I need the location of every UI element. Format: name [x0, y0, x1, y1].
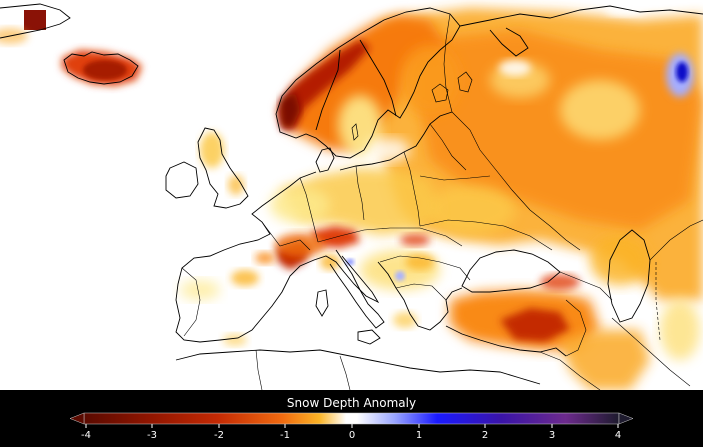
carpathian-red — [400, 234, 430, 246]
uk-orange — [228, 175, 244, 195]
border-kazakhstan — [649, 219, 703, 261]
iberia-orange-1 — [231, 270, 259, 286]
greenland-corner — [24, 10, 46, 30]
iceland-coast — [63, 51, 139, 85]
ireland-coast — [165, 161, 199, 199]
tick-label-neg3: -3 — [147, 430, 157, 441]
colorbar-right-arrow — [618, 412, 634, 425]
tick-label-neg4: -4 — [81, 430, 91, 441]
tick-label-4: 4 — [614, 430, 622, 441]
border-belarus — [419, 175, 491, 181]
greece-yellow — [393, 312, 417, 328]
mideast-anomaly — [560, 330, 650, 390]
iberia-south — [223, 334, 247, 346]
iberia-yellow — [180, 280, 220, 300]
scandinavia-coast — [275, 7, 461, 159]
finland-orange — [400, 45, 460, 115]
baltic-coast — [339, 111, 453, 171]
sweden-finland-border — [359, 39, 397, 117]
border-ukraine — [419, 219, 553, 251]
border-north-africa — [255, 349, 263, 390]
map-svg — [0, 3, 703, 390]
border-russia-west — [451, 111, 581, 251]
uk-yellow — [200, 132, 224, 168]
france-lowland-yellow — [270, 187, 330, 223]
tick-label-0: 0 — [348, 430, 356, 441]
border-spain-france — [261, 221, 311, 251]
border-balkans-2 — [395, 283, 447, 301]
colorbar-ticks — [85, 424, 619, 428]
scandinavia-anomaly — [280, 15, 445, 150]
baltic-white — [370, 138, 410, 162]
urals-blue-core — [676, 62, 688, 82]
lake-vattern — [351, 123, 359, 141]
north-africa-coast — [175, 349, 541, 385]
denmark-coast — [315, 147, 335, 173]
norway-darkest — [280, 92, 300, 128]
tick-label-neg2: -2 — [214, 430, 224, 441]
border-iran — [611, 317, 691, 387]
sweden-yellow — [338, 95, 382, 155]
balkans-blue — [395, 271, 405, 281]
arctic-coast — [459, 5, 703, 27]
black-sea-coast — [461, 249, 561, 293]
greenland-coast — [0, 3, 71, 39]
tick-label-neg1: -1 — [280, 430, 290, 441]
caucasus-red — [540, 274, 580, 290]
border-germany-poland — [355, 165, 365, 221]
legend-bar: Snow Depth Anomaly — [0, 390, 703, 447]
pyrenees-orange — [275, 233, 325, 257]
border-finland-russia — [443, 13, 453, 113]
caspian-orange — [590, 235, 650, 285]
norway-dark-red — [278, 40, 370, 130]
tick-label-1: 1 — [415, 430, 423, 441]
sardinia-coast — [315, 289, 329, 317]
sicily-coast — [357, 329, 381, 345]
italy-coast — [329, 249, 385, 329]
border-baltic-states — [429, 123, 467, 171]
iberia-orange-2 — [255, 252, 275, 264]
border-central — [317, 227, 463, 247]
balkans-coast — [377, 261, 463, 331]
map-panel — [0, 3, 703, 390]
legend-title: Snow Depth Anomaly — [286, 396, 417, 410]
country-borders — [181, 13, 703, 390]
border-spain-portugal — [181, 267, 201, 337]
lake-onega — [457, 71, 473, 93]
russia-white-patch — [499, 60, 531, 76]
anomaly-field — [0, 4, 703, 390]
italy-orange — [320, 254, 340, 270]
border-poland-east — [403, 151, 421, 227]
russia-yellow-patch — [560, 80, 640, 140]
ukraine-yellow — [425, 185, 515, 235]
colorbar-left-arrow — [69, 412, 85, 425]
white-sea — [489, 27, 529, 57]
turkey-south-coast — [445, 325, 567, 357]
iran-yellow — [660, 300, 700, 360]
lakes — [351, 71, 473, 141]
border-caucasus — [559, 271, 613, 301]
border-dashed-east — [655, 262, 661, 341]
border-iraq-syria — [539, 351, 601, 390]
balkans-orange — [405, 254, 435, 270]
colorbar — [83, 412, 620, 425]
border-turkey-east — [565, 299, 587, 357]
colorbar-svg — [69, 412, 634, 428]
border-north-africa-2 — [339, 355, 351, 390]
lake-ladoga — [431, 83, 449, 103]
tick-label-3: 3 — [548, 430, 556, 441]
iceland-core — [83, 60, 127, 80]
turkey-red — [500, 308, 570, 342]
caspian-coast — [607, 229, 651, 323]
tick-label-2: 2 — [481, 430, 489, 441]
border-france-germany — [299, 177, 319, 243]
border-balkans — [379, 255, 471, 281]
uk-coast — [197, 127, 249, 209]
greenland-glow — [0, 28, 28, 44]
norway-sweden-border — [315, 49, 341, 131]
